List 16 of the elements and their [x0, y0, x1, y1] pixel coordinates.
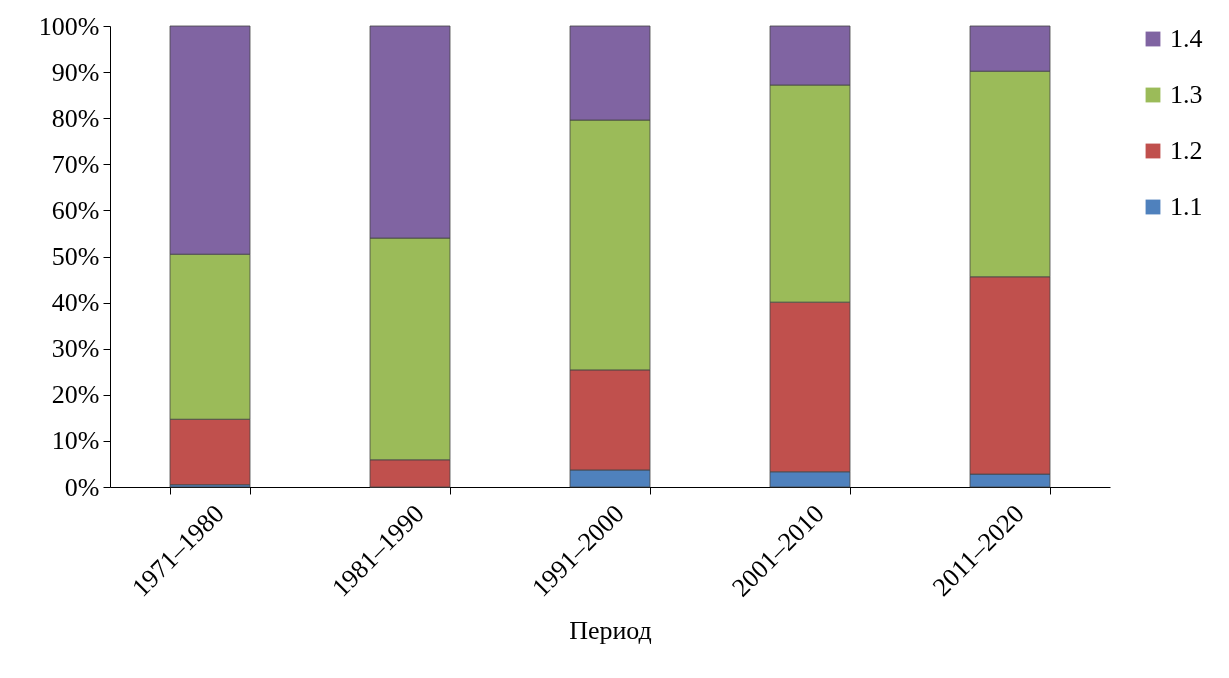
legend-label: 1.3 [1170, 80, 1203, 109]
x-axis-title: Период [569, 615, 652, 645]
y-tick-label: 10% [51, 426, 100, 456]
y-tick-label: 70% [51, 149, 100, 179]
y-tick-label: 50% [51, 242, 100, 271]
y-tick-label: 90% [51, 57, 100, 87]
y-tick-label: 100% [38, 11, 100, 41]
y-tick-label: 30% [51, 334, 100, 364]
y-tick-label: 80% [51, 103, 100, 133]
y-tick-label: 0% [64, 472, 100, 502]
y-tick-label: 20% [51, 380, 100, 410]
legend-label: 1.2 [1170, 136, 1203, 165]
y-tick-label: 40% [51, 288, 100, 318]
y-tick-label: 60% [51, 195, 100, 225]
legend-label: 1.1 [1170, 192, 1203, 221]
legend-label: 1.4 [1170, 24, 1203, 53]
